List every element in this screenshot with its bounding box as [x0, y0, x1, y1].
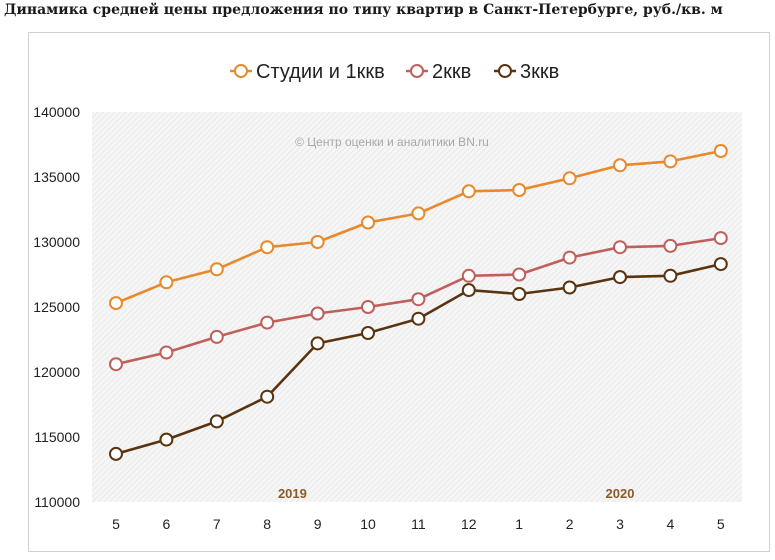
data-point — [411, 292, 426, 307]
data-point — [260, 240, 275, 255]
y-tick-label: 120000 — [33, 364, 80, 380]
data-point — [461, 283, 476, 298]
x-tick-label: 3 — [616, 516, 624, 532]
legend-swatch-marker — [498, 64, 512, 78]
data-point — [613, 240, 627, 255]
data-point — [613, 270, 627, 285]
y-tick-label: 125000 — [33, 299, 80, 315]
plot-area — [92, 112, 742, 502]
data-point — [663, 238, 678, 253]
data-point — [361, 300, 375, 314]
y-tick-label: 115000 — [34, 429, 80, 445]
data-point — [411, 206, 426, 221]
data-point — [310, 336, 325, 351]
data-point — [361, 326, 375, 340]
data-point — [209, 329, 224, 344]
data-point — [361, 215, 375, 230]
data-point — [109, 296, 123, 311]
data-point — [411, 311, 426, 326]
data-point — [461, 184, 476, 199]
data-point — [310, 306, 325, 321]
x-tick-label: 6 — [163, 516, 171, 532]
data-point — [663, 268, 678, 283]
data-point — [663, 154, 678, 169]
watermark: © Центр оценки и аналитики BN.ru — [295, 135, 489, 149]
data-point — [713, 257, 728, 272]
x-tick-label: 12 — [461, 516, 477, 532]
year-label: 2020 — [606, 486, 635, 501]
data-point — [260, 389, 275, 404]
data-point — [562, 280, 577, 295]
data-point — [512, 183, 527, 197]
data-point — [260, 315, 275, 330]
x-tick-label: 9 — [314, 516, 322, 532]
x-tick-label: 1 — [515, 516, 523, 532]
data-point — [310, 235, 325, 249]
y-tick-label: 130000 — [33, 234, 80, 250]
data-point — [209, 414, 224, 429]
legend-label: 2ккв — [432, 61, 471, 83]
x-tick-label: 5 — [112, 516, 120, 532]
data-point — [109, 357, 123, 372]
x-tick-label: 11 — [411, 516, 426, 532]
x-tick-label: 10 — [360, 516, 376, 532]
data-point — [512, 267, 527, 282]
x-tick-label: 2 — [566, 516, 574, 532]
y-tick-label: 140000 — [33, 104, 80, 120]
legend-label: 3ккв — [520, 61, 559, 83]
y-tick-label: 135000 — [33, 169, 80, 185]
data-point — [562, 171, 577, 186]
x-tick-label: 8 — [263, 516, 271, 532]
data-point — [613, 158, 627, 173]
data-point — [209, 262, 224, 277]
legend-label: Студии и 1ккв — [256, 61, 385, 83]
data-point — [159, 345, 174, 360]
x-tick-label: 5 — [717, 516, 725, 532]
x-tick-label: 4 — [667, 516, 675, 532]
year-label: 2019 — [278, 486, 307, 501]
data-point — [713, 144, 728, 158]
data-point — [512, 287, 527, 301]
page-title: Динамика средней цены предложения по тип… — [4, 2, 723, 18]
legend-swatch-marker — [234, 64, 248, 78]
data-point — [461, 268, 476, 283]
data-point — [159, 275, 174, 290]
data-point — [109, 446, 123, 461]
data-point — [562, 250, 577, 265]
data-point — [159, 432, 174, 447]
x-tick-label: 7 — [213, 516, 221, 532]
data-point — [713, 231, 728, 246]
y-tick-label: 110000 — [34, 494, 80, 510]
legend-swatch-marker — [410, 64, 424, 78]
